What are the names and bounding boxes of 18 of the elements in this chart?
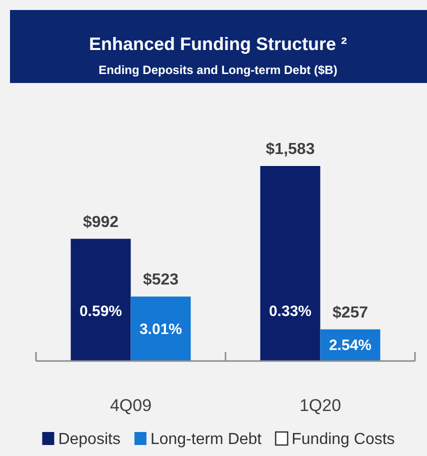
chart-subtitle: Ending Deposits and Long-term Debt ($B) [98,63,338,77]
legend-label: Long-term Debt [150,431,262,448]
data-label: $1,583 [266,141,315,158]
bar [260,166,320,361]
data-label: $992 [82,214,119,231]
legend-label: Deposits [58,431,120,448]
annotation: 0.33% [268,303,312,320]
annotation: 2.54% [328,337,372,354]
x-tick-label: 4Q09 [110,396,152,415]
chart-title: Enhanced Funding Structure ² [88,34,348,54]
legend-label: Funding Costs [292,431,395,448]
data-label: $257 [332,304,368,322]
bar [70,238,131,361]
bar [130,296,191,361]
annotation: 0.59% [79,303,122,320]
x-tick-label: 1Q20 [299,396,342,415]
annotation: 3.01% [139,320,182,338]
data-label: $523 [142,272,179,289]
